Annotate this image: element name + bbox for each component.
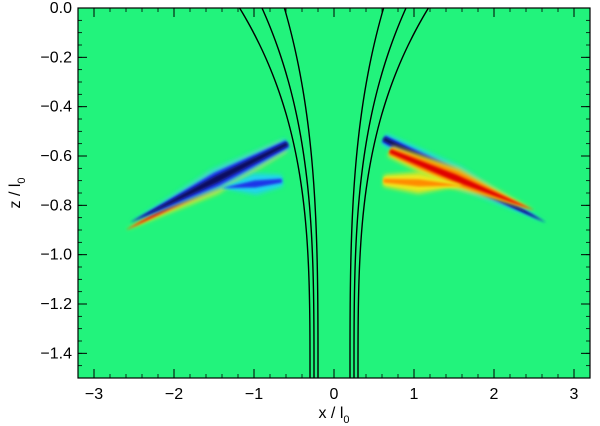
y-tick-label: −0.4 <box>40 99 72 116</box>
field-line <box>283 8 319 378</box>
x-tick-label: 3 <box>570 386 579 403</box>
y-tick-label: −1.0 <box>40 247 72 264</box>
wave-features <box>126 133 546 230</box>
x-tick-label: 2 <box>490 386 499 403</box>
y-tick-label: −1.2 <box>40 296 72 313</box>
field-line <box>353 8 407 378</box>
wave-wedge-left <box>222 178 283 189</box>
wave-wedge-left <box>130 141 289 223</box>
x-tick-label: 0 <box>330 386 339 403</box>
field-line <box>261 8 315 378</box>
x-axis-label: x / l0 <box>318 405 349 426</box>
wave-wedge-right <box>389 149 534 211</box>
x-tick-label: −1 <box>245 386 263 403</box>
x-tick-label: −2 <box>165 386 183 403</box>
field-lines <box>239 8 429 378</box>
field-line <box>357 8 429 378</box>
y-tick-label: −0.8 <box>40 197 72 214</box>
wave-wedge-right <box>383 178 462 187</box>
plot-background <box>78 8 590 378</box>
x-axis: −3 −2 −1 0 1 2 3 <box>85 8 579 403</box>
y-tick-label: 0.0 <box>50 0 72 17</box>
x-tick-label: −3 <box>85 386 103 403</box>
y-tick-label: −0.6 <box>40 148 72 165</box>
y-axis-label: z / l0 <box>7 177 28 208</box>
y-tick-label: −0.2 <box>40 49 72 66</box>
y-tick-label: −1.4 <box>40 345 72 362</box>
x-axis-label-subscript: 0 <box>343 414 349 426</box>
field-line <box>349 8 385 378</box>
y-axis-label-subscript: 0 <box>16 177 28 183</box>
x-tick-label: 1 <box>410 386 419 403</box>
field-line <box>239 8 311 378</box>
y-axis: 0.0 −0.2 −0.4 −0.6 −0.8 −1.0 −1.2 −1.4 <box>40 0 590 367</box>
